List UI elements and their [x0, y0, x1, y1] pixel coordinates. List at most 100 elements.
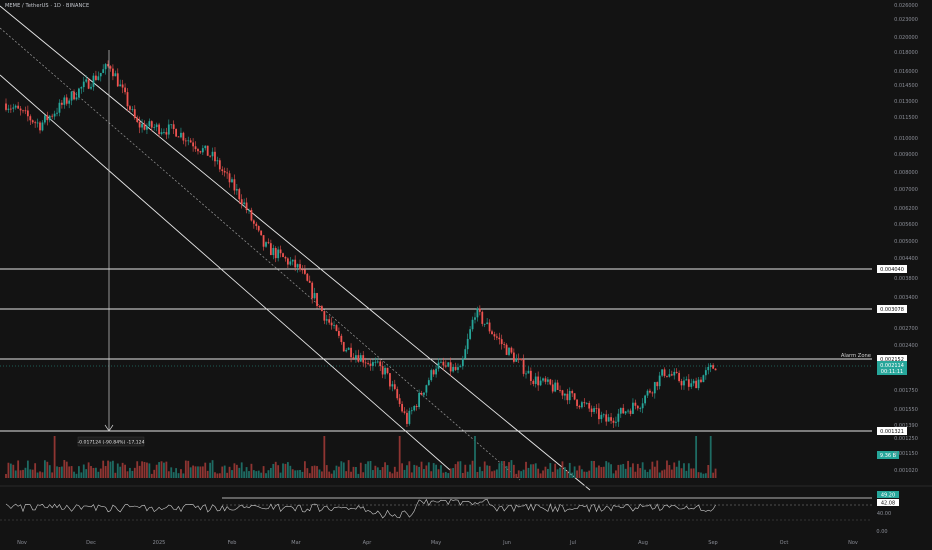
volume-bar [712, 472, 715, 478]
candle-body [590, 408, 593, 412]
candle-body [342, 342, 345, 352]
candle-body [471, 319, 474, 330]
candle-body [172, 124, 175, 130]
volume-bar [369, 461, 372, 478]
volume-bar [163, 462, 165, 478]
price-axis-label: 0.005000 [894, 239, 918, 245]
time-axis-label: Nov [848, 540, 858, 546]
measure-tool: -0.017124 (-90.84%) -17,124 [78, 50, 145, 447]
horizontal-levels[interactable]: 0.004040 0.003078 0.002152 0.001321 Alarm Zo… [0, 265, 907, 435]
candle-body [452, 366, 455, 372]
candle-body [517, 358, 520, 360]
volume-bar [493, 470, 496, 478]
volume-bar [328, 471, 331, 478]
volume-bar [352, 466, 355, 478]
candle-body [478, 308, 481, 312]
price-axis[interactable]: 0.026000 0.023000 0.020000 0.018000 0.016000… [894, 3, 918, 474]
candle-body [410, 410, 413, 412]
candle-body [474, 317, 476, 320]
volume-bar [549, 463, 552, 478]
volume-bar [228, 466, 231, 478]
candle-body [415, 405, 418, 408]
volume-bar [141, 461, 143, 478]
candle-body [323, 311, 326, 321]
volume-bar [167, 471, 170, 478]
candle-body [595, 408, 598, 409]
volume-tag [877, 451, 899, 459]
volume-bar [257, 470, 260, 478]
candle-body [279, 249, 282, 254]
candle-body [180, 132, 182, 138]
volume-bar [175, 468, 177, 478]
candle-body [192, 142, 195, 147]
volume-bar [85, 469, 88, 478]
candle-body [444, 365, 447, 367]
volume-bar [384, 462, 386, 478]
candle-body [7, 108, 10, 110]
measure-arrow [104, 424, 114, 432]
volume-bar [435, 464, 438, 478]
volume-bar [532, 464, 535, 478]
candle-body [148, 121, 151, 127]
candle-body [34, 122, 37, 124]
candle-body [610, 417, 612, 421]
candle-body [459, 366, 462, 368]
price-axis-label: 0.007000 [894, 187, 918, 193]
candle-body [141, 123, 143, 128]
volume-bar [415, 465, 418, 478]
candle-body [486, 322, 489, 324]
candle-body [189, 140, 192, 143]
volume-bar [80, 472, 83, 478]
volume-bar [534, 463, 537, 478]
price-axis-label: 0.013000 [894, 99, 918, 105]
candle-body [17, 105, 20, 109]
rsi-line [5, 498, 716, 519]
candle-body [641, 403, 644, 409]
volume-bar [279, 472, 282, 478]
volume-bar [413, 464, 416, 478]
candle-body [656, 382, 659, 387]
volume-bar [646, 471, 649, 478]
volume-bar [491, 471, 493, 478]
volume-bar [131, 470, 134, 478]
candle-body [22, 110, 24, 112]
candle-body [546, 379, 549, 382]
volume-bar [444, 471, 447, 478]
volume-bar [194, 466, 197, 478]
price-axis-label: 0.001390 [894, 423, 918, 429]
volume-bar [607, 462, 610, 478]
volume-bar [418, 466, 420, 478]
candle-body [325, 319, 328, 321]
volume-bar [367, 461, 369, 478]
time-axis-label: Dec [86, 540, 96, 546]
candle-body [583, 402, 586, 404]
time-axis[interactable]: Nov Dec 2025 Feb Mar Apr May Jun Jul Aug Sep Oct Nov [17, 540, 858, 546]
time-axis-label: Aug [638, 540, 648, 546]
candle-body [464, 349, 467, 359]
volume-bar [177, 473, 180, 478]
price-axis-label: 0.010000 [894, 136, 918, 142]
volume-bar [262, 466, 265, 478]
candle-body [124, 87, 126, 93]
volume-bar [381, 467, 384, 478]
volume-bar [223, 465, 226, 478]
volume-bar [245, 467, 248, 478]
volume-bar [488, 465, 491, 478]
candle-body [670, 374, 673, 376]
volume-bar [707, 464, 710, 478]
candle-body [272, 248, 275, 256]
volume-bar [498, 463, 501, 478]
volume-bar [289, 465, 292, 478]
price-axis-label: 0.001020 [894, 468, 918, 474]
volume-bar [571, 472, 574, 478]
candle-body [690, 383, 693, 387]
volume-bar [539, 473, 542, 478]
volume-bar [92, 467, 95, 478]
volume-bar [440, 465, 442, 478]
candle-body [194, 146, 197, 150]
volume-bar [214, 472, 216, 478]
candle-body [160, 132, 163, 135]
candle-body [24, 110, 27, 112]
